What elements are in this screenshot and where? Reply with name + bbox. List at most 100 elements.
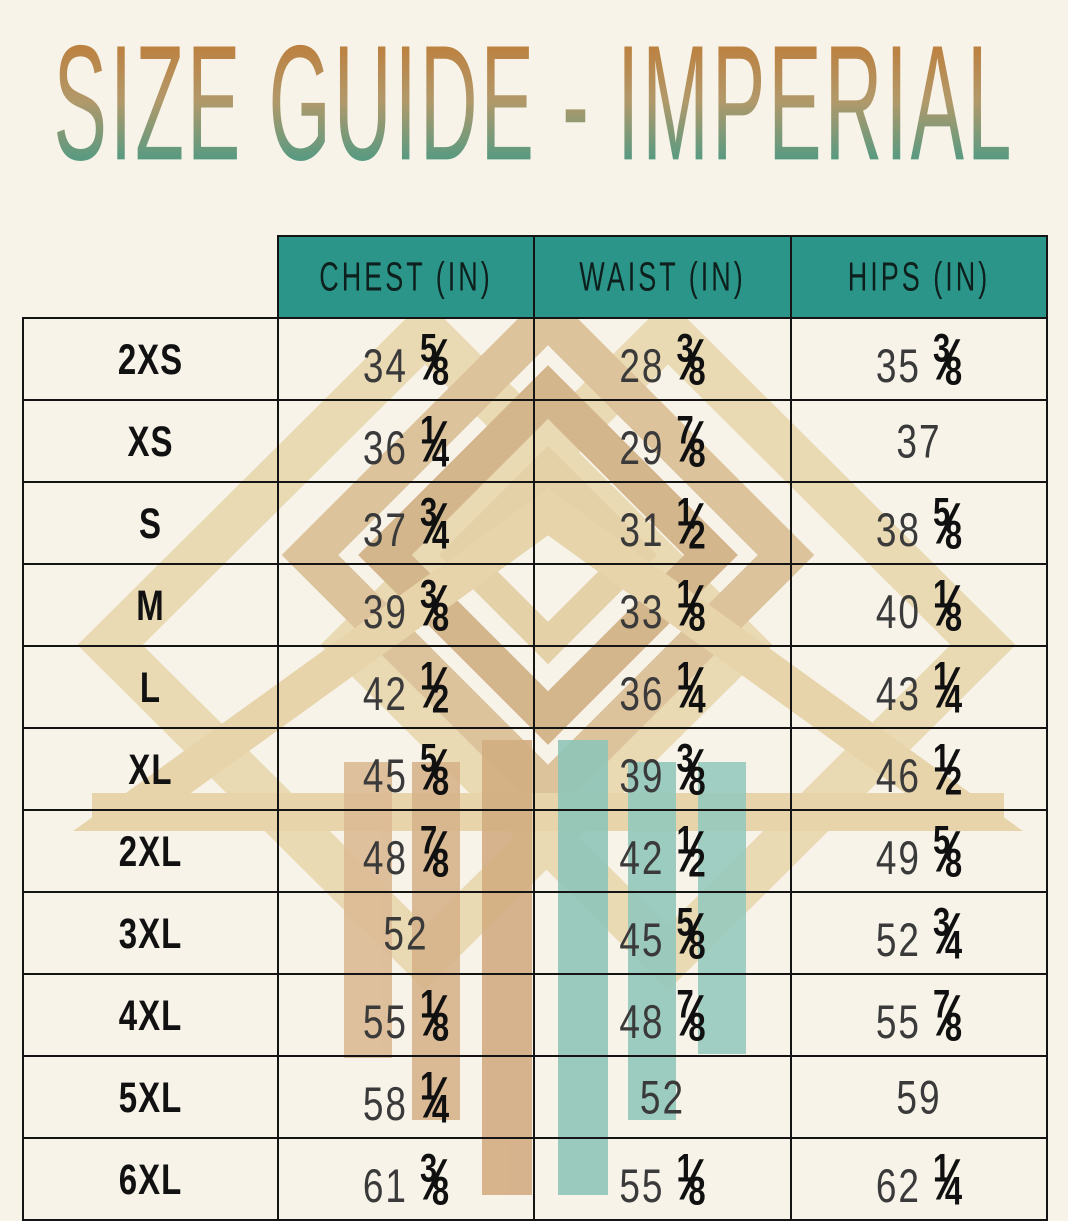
measurement-cell: 42 1⁄2: [277, 645, 535, 729]
size-label-cell: 6XL: [22, 1137, 279, 1221]
column-header-chest: CHEST (IN): [277, 235, 535, 319]
measurement-value: 52: [383, 906, 429, 960]
measurement-cell: 40 1⁄8: [790, 563, 1048, 647]
measurement-cell: 49 5⁄8: [790, 809, 1048, 893]
measurement-value: 42 1⁄2: [362, 653, 450, 721]
size-label-cell: XS: [22, 399, 279, 483]
table-row: 4XL 55 1⁄8 48 7⁄8 55 7⁄8: [22, 973, 1048, 1057]
size-label: 6XL: [118, 1155, 183, 1203]
size-label: 4XL: [118, 991, 183, 1039]
size-label: S: [138, 499, 162, 547]
measurement-cell: 52 3⁄4: [790, 891, 1048, 975]
measurement-cell: 36 1⁄4: [533, 645, 792, 729]
table-row: M 39 3⁄8 33 1⁄8 40 1⁄8: [22, 563, 1048, 647]
measurement-value: 48 7⁄8: [362, 817, 450, 885]
size-label: 3XL: [118, 909, 183, 957]
measurement-value: 45 5⁄8: [619, 899, 706, 967]
size-label-cell: 5XL: [22, 1055, 279, 1139]
measurement-cell: 48 7⁄8: [277, 809, 535, 893]
measurement-cell: 37 3⁄4: [277, 481, 535, 565]
size-label-cell: 3XL: [22, 891, 279, 975]
size-label: 2XL: [118, 827, 183, 875]
column-header-hips: HIPS (IN): [790, 235, 1048, 319]
measurement-cell: 55 1⁄8: [533, 1137, 792, 1221]
measurement-value: 46 1⁄2: [875, 735, 963, 803]
size-label: XL: [128, 745, 173, 793]
measurement-cell: 42 1⁄2: [533, 809, 792, 893]
column-header-waist: WAIST (IN): [533, 235, 792, 319]
table-row: XL 45 5⁄8 39 3⁄8 46 1⁄2: [22, 727, 1048, 811]
measurement-cell: 55 7⁄8: [790, 973, 1048, 1057]
size-label: XS: [127, 417, 174, 465]
measurement-value: 55 1⁄8: [619, 1145, 706, 1213]
measurement-value: 36 1⁄4: [362, 407, 450, 475]
measurement-value: 39 3⁄8: [362, 571, 450, 639]
measurement-cell: 58 1⁄4: [277, 1055, 535, 1139]
measurement-value: 29 7⁄8: [619, 407, 706, 475]
measurement-cell: 29 7⁄8: [533, 399, 792, 483]
table-row: S 37 3⁄4 31 1⁄2 38 5⁄8: [22, 481, 1048, 565]
measurement-cell: 28 3⁄8: [533, 317, 792, 401]
size-guide-table: CHEST (IN) WAIST (IN) HIPS (IN) 2XS 34 5⁄8…: [22, 235, 1048, 1221]
table-row: 3XL 52 45 5⁄8 52 3⁄4: [22, 891, 1048, 975]
measurement-value: 52 3⁄4: [875, 899, 963, 967]
measurement-cell: 46 1⁄2: [790, 727, 1048, 811]
table-row: 2XL 48 7⁄8 42 1⁄2 49 5⁄8: [22, 809, 1048, 893]
measurement-cell: 62 1⁄4: [790, 1137, 1048, 1221]
table-row: 5XL 58 1⁄4 52 59: [22, 1055, 1048, 1139]
measurement-value: 55 1⁄8: [362, 981, 450, 1049]
measurement-value: 48 7⁄8: [619, 981, 706, 1049]
measurement-value: 34 5⁄8: [362, 325, 450, 393]
measurement-value: 42 1⁄2: [619, 817, 706, 885]
measurement-cell: 52: [533, 1055, 792, 1139]
measurement-cell: 39 3⁄8: [277, 563, 535, 647]
measurement-value: 52: [639, 1070, 686, 1124]
size-label-cell: XL: [22, 727, 279, 811]
measurement-cell: 43 1⁄4: [790, 645, 1048, 729]
size-label-cell: S: [22, 481, 279, 565]
empty-header-cell: [23, 236, 278, 318]
page-title: SIZE GUIDE - IMPERIAL: [0, 21, 1068, 186]
measurement-value: 62 1⁄4: [875, 1145, 963, 1213]
header-row: CHEST (IN) WAIST (IN) HIPS (IN): [23, 235, 1048, 319]
measurement-value: 31 1⁄2: [619, 489, 706, 557]
measurement-value: 58 1⁄4: [362, 1063, 450, 1131]
measurement-value: 61 3⁄8: [362, 1145, 450, 1213]
measurement-cell: 39 3⁄8: [533, 727, 792, 811]
measurement-cell: 31 1⁄2: [533, 481, 792, 565]
measurement-value: 38 5⁄8: [875, 489, 963, 557]
table-row: L 42 1⁄2 36 1⁄4 43 1⁄4: [22, 645, 1048, 729]
measurement-cell: 45 5⁄8: [533, 891, 792, 975]
size-label-cell: 2XS: [22, 317, 279, 401]
table-row: 6XL 61 3⁄8 55 1⁄8 62 1⁄4: [22, 1137, 1048, 1221]
measurement-cell: 38 5⁄8: [790, 481, 1048, 565]
measurement-cell: 37: [790, 399, 1048, 483]
measurement-cell: 61 3⁄8: [277, 1137, 535, 1221]
measurement-value: 59: [896, 1070, 942, 1124]
measurement-cell: 35 3⁄8: [790, 317, 1048, 401]
size-label-cell: 2XL: [22, 809, 279, 893]
size-label: L: [139, 663, 162, 711]
measurement-cell: 33 1⁄8: [533, 563, 792, 647]
column-header-chest-label: CHEST (IN): [319, 253, 493, 299]
measurement-cell: 45 5⁄8: [277, 727, 535, 811]
measurement-cell: 52: [277, 891, 535, 975]
measurement-value: 37 3⁄4: [362, 489, 450, 557]
measurement-value: 36 1⁄4: [619, 653, 706, 721]
measurement-value: 28 3⁄8: [619, 325, 706, 393]
size-label: M: [136, 581, 165, 629]
table-row: 2XS 34 5⁄8 28 3⁄8 35 3⁄8: [22, 317, 1048, 401]
size-label-cell: 4XL: [22, 973, 279, 1057]
measurement-cell: 34 5⁄8: [277, 317, 535, 401]
measurement-value: 40 1⁄8: [875, 571, 963, 639]
measurement-value: 43 1⁄4: [875, 653, 963, 721]
measurement-cell: 36 1⁄4: [277, 399, 535, 483]
size-label-cell: L: [22, 645, 279, 729]
measurement-cell: 59: [790, 1055, 1048, 1139]
measurement-value: 49 5⁄8: [875, 817, 963, 885]
measurement-value: 33 1⁄8: [619, 571, 706, 639]
measurement-value: 35 3⁄8: [875, 325, 963, 393]
measurement-value: 39 3⁄8: [619, 735, 706, 803]
measurement-cell: 48 7⁄8: [533, 973, 792, 1057]
